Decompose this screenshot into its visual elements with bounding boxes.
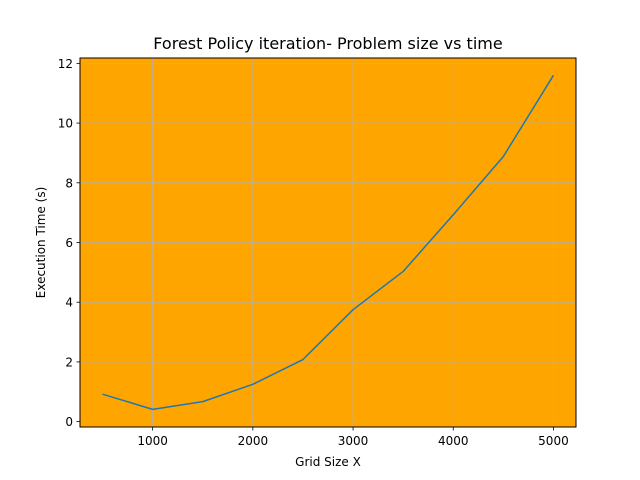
x-axis-label: Grid Size X (295, 455, 361, 469)
series-lines (102, 74, 555, 411)
y-tick-label: 4 (65, 296, 73, 310)
y-tick-label: 0 (65, 415, 73, 429)
y-tick-label: 12 (58, 57, 73, 71)
y-tick-label: 10 (58, 117, 73, 131)
y-axis-label: Execution Time (s) (34, 187, 48, 299)
x-tick-label: 4000 (438, 434, 469, 448)
axis-ticks: 1000 2000 3000 4000 5000 0 2 4 6 8 10 12 (58, 57, 569, 448)
y-tick-label: 8 (65, 176, 73, 190)
y-tick-label: 2 (65, 355, 73, 369)
series-line-0 (102, 74, 555, 411)
x-tick-label: 5000 (538, 434, 569, 448)
grid-lines (80, 58, 576, 427)
x-tick-label: 1000 (137, 434, 168, 448)
y-tick-label: 6 (65, 236, 73, 250)
x-tick-label: 2000 (238, 434, 269, 448)
chart-title: Forest Policy iteration- Problem size vs… (153, 34, 502, 53)
x-tick-label: 3000 (338, 434, 369, 448)
